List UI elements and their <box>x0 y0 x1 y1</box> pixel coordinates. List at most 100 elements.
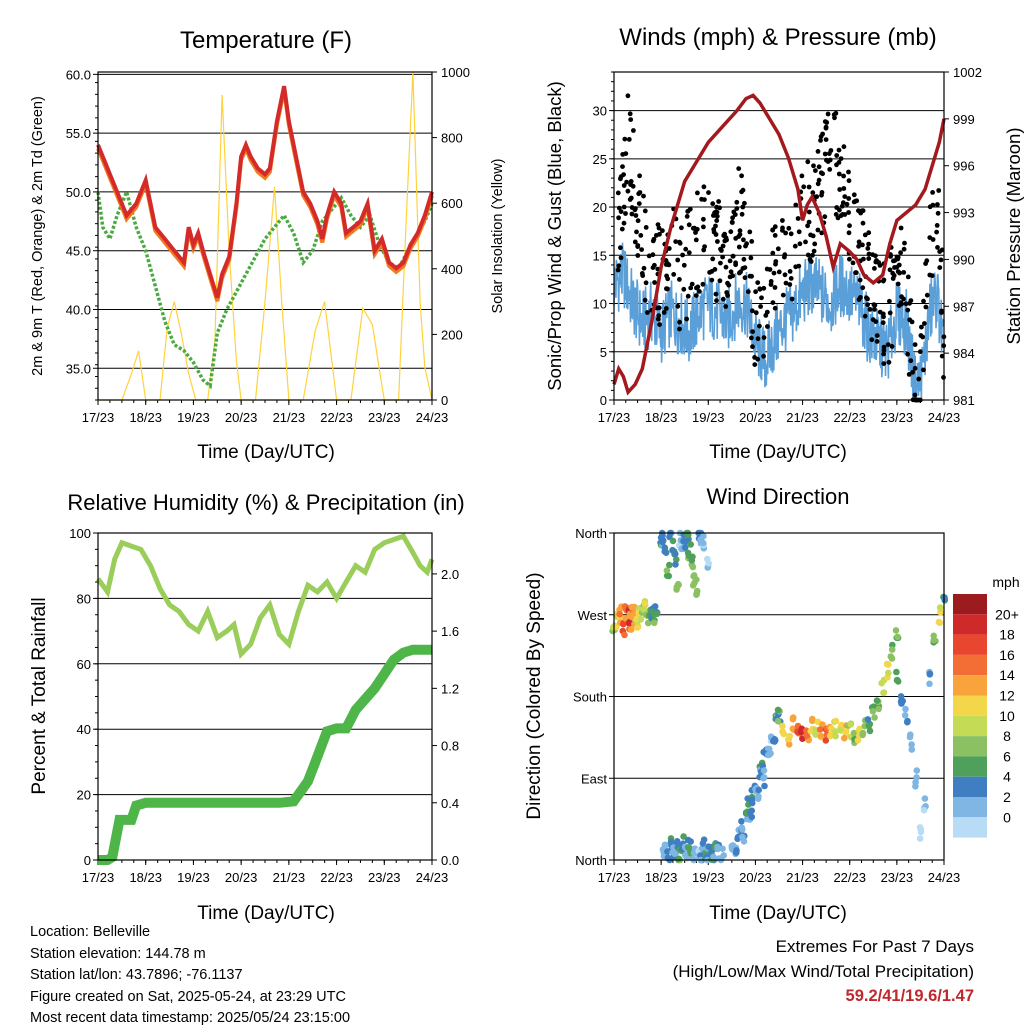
gust-point <box>671 272 677 277</box>
gust-point <box>826 151 832 157</box>
gust-point <box>709 269 715 274</box>
gust-point <box>895 281 901 287</box>
station-info: Location: Belleville Station elevation: … <box>30 922 350 1030</box>
gust-point <box>765 324 770 329</box>
gust-point <box>887 267 893 273</box>
gust-point <box>905 274 911 280</box>
gust-point <box>881 351 886 357</box>
gust-point <box>701 184 707 190</box>
gust-point <box>930 190 935 195</box>
direction-point <box>630 603 638 611</box>
x-tick-label: 20/23 <box>225 410 258 425</box>
gust-point <box>857 277 863 283</box>
gust-point <box>846 178 852 184</box>
gust-point <box>866 241 871 247</box>
gust-point <box>846 210 851 215</box>
gust-point <box>655 316 661 322</box>
gust-point <box>803 239 808 245</box>
gust-point <box>811 163 816 169</box>
y2-tick-label: 996 <box>953 159 975 174</box>
x-tick-label: 18/23 <box>129 410 162 425</box>
direction-point <box>627 626 635 633</box>
gust-point <box>748 255 754 261</box>
direction-point <box>843 727 850 735</box>
gust-point <box>837 207 842 213</box>
colorbar-swatch <box>953 736 987 757</box>
gust-point <box>865 296 870 302</box>
colorbar-swatch <box>953 797 987 818</box>
gust-point <box>770 227 776 233</box>
gust-point <box>632 239 638 245</box>
gust-point <box>730 253 736 259</box>
direction-point <box>717 855 725 862</box>
x-tick-label: 20/23 <box>739 870 772 885</box>
colorbar-swatch <box>953 614 987 635</box>
direction-point <box>826 732 834 740</box>
gust-point <box>623 211 628 216</box>
gust-point <box>881 361 887 366</box>
gust-point <box>628 182 633 188</box>
gust-point <box>869 337 875 343</box>
gust-point <box>891 258 896 264</box>
colorbar-swatch <box>953 715 987 737</box>
colorbar-swatch <box>953 654 987 676</box>
direction-point <box>739 826 746 833</box>
direction-point <box>912 783 919 790</box>
gust-point <box>881 348 887 353</box>
gust-point <box>752 362 758 367</box>
gust-point <box>841 144 847 150</box>
gust-point <box>720 296 726 302</box>
y2-tick-label: 993 <box>953 206 975 221</box>
winds-left-ylabel: Sonic/Prop Wind & Gust (Blue, Black) <box>544 81 565 390</box>
direction-point <box>680 537 687 545</box>
series-direction-day20-21 <box>774 627 902 748</box>
plot-border <box>613 71 945 401</box>
gust-point <box>679 225 684 231</box>
gust-point <box>887 298 892 304</box>
humidity-left-ylabel: Percent & Total Rainfall <box>29 597 50 794</box>
y-tick-label: 15 <box>593 248 607 263</box>
gust-point <box>872 302 878 308</box>
gust-point <box>720 243 726 249</box>
y2-tick-label: 999 <box>953 112 975 127</box>
y-tick-label: 40.0 <box>66 302 91 317</box>
gust-point <box>934 229 939 235</box>
y2-tick-label: 1002 <box>953 65 982 80</box>
gust-point <box>877 263 883 268</box>
direction-point <box>669 537 677 545</box>
direction-point <box>913 774 920 781</box>
direction-point <box>889 641 896 649</box>
gust-point <box>768 279 774 284</box>
gust-point <box>824 157 829 163</box>
winds-panel: Winds (mph) & Pressure (mb) Sonic/Prop W… <box>544 24 1024 463</box>
gust-point <box>846 169 851 175</box>
gust-point <box>742 200 747 206</box>
series-wind-speed <box>613 242 945 401</box>
gust-point <box>720 254 725 260</box>
direction-point <box>700 532 707 540</box>
gust-point <box>898 250 903 256</box>
gust-point <box>655 222 661 228</box>
gust-point <box>935 202 940 207</box>
series-direction-day18 <box>657 529 712 598</box>
gust-point <box>714 218 720 224</box>
direction-point <box>689 582 697 589</box>
gust-point <box>725 293 730 298</box>
colorbar-label: 2 <box>1003 789 1011 805</box>
gust-point <box>906 372 912 377</box>
gust-point <box>935 210 941 216</box>
direction-point <box>651 603 659 610</box>
gust-point <box>860 242 865 248</box>
gust-point <box>653 233 659 238</box>
gust-point <box>731 209 737 215</box>
direction-point <box>883 660 891 668</box>
gust-point <box>618 209 624 215</box>
gust-point <box>872 266 877 271</box>
series-direction-day18-north <box>659 833 727 864</box>
direction-panel: Wind Direction Direction (Colored By Spe… <box>524 484 1020 924</box>
colorbar-title: mph <box>992 574 1019 590</box>
gust-point <box>685 293 691 299</box>
gust-point <box>898 225 904 231</box>
direction-point <box>663 567 671 574</box>
